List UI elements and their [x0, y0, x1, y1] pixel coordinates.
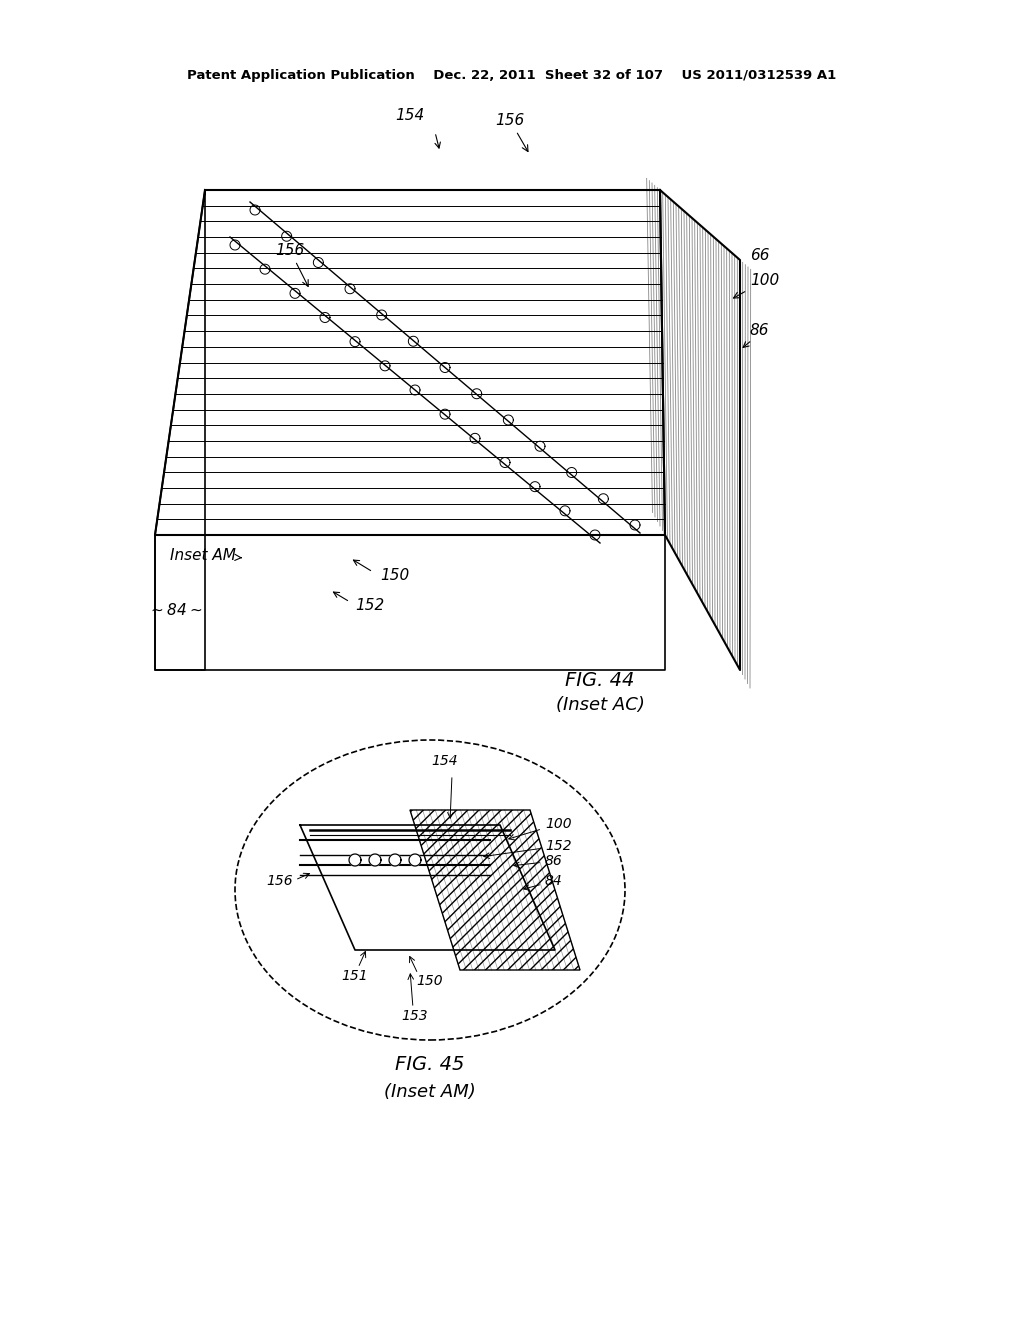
Text: 156: 156	[496, 114, 528, 152]
Text: Patent Application Publication    Dec. 22, 2011  Sheet 32 of 107    US 2011/0312: Patent Application Publication Dec. 22, …	[187, 69, 837, 82]
Text: 150: 150	[417, 974, 443, 987]
Text: (Inset AC): (Inset AC)	[556, 696, 644, 714]
Text: 151: 151	[342, 969, 369, 983]
Text: 156: 156	[275, 243, 308, 286]
Polygon shape	[369, 854, 381, 866]
Polygon shape	[389, 854, 401, 866]
Text: 150: 150	[380, 568, 410, 583]
Text: Inset AM: Inset AM	[170, 548, 242, 564]
Text: 84: 84	[523, 874, 563, 890]
Text: 154: 154	[432, 754, 459, 768]
Text: 100: 100	[733, 273, 779, 298]
Text: $\sim$84$\sim$: $\sim$84$\sim$	[147, 602, 202, 618]
Text: (Inset AM): (Inset AM)	[384, 1082, 476, 1101]
Text: FIG. 45: FIG. 45	[395, 1056, 465, 1074]
Text: 100: 100	[509, 817, 571, 840]
Text: 152: 152	[483, 840, 571, 858]
Text: FIG. 44: FIG. 44	[565, 671, 635, 689]
Text: 156: 156	[266, 874, 293, 888]
Text: 152: 152	[355, 598, 384, 612]
Text: 86: 86	[750, 323, 769, 338]
Text: 154: 154	[395, 108, 425, 123]
Polygon shape	[349, 854, 361, 866]
Text: 153: 153	[401, 1008, 428, 1023]
Polygon shape	[409, 854, 421, 866]
Text: 86: 86	[514, 854, 563, 869]
Text: 66: 66	[750, 248, 769, 263]
